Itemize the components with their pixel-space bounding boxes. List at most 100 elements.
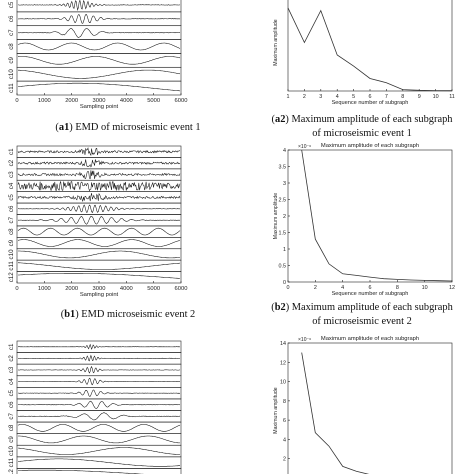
waveform-c1-c12 [18,469,144,474]
strip-frame-c1-c11 [16,456,182,469]
xtick-label-a2-5: 5 [352,94,355,100]
channel-label-c1-c10: c10 [8,445,15,456]
waveform-c1-c10 [17,447,180,455]
strip-frame-a1-c10 [16,66,182,82]
xtick-label-a1-6000: 6000 [175,98,188,104]
waveform-a1-c6 [17,14,181,24]
waveform-b1-c3 [17,170,181,180]
ytick-label-c2-2: 2 [283,457,286,463]
channel-label-b1-c12: c12 [8,272,15,283]
plot-frame-a2 [287,0,453,92]
ytick-label-b2-1.5: 1.5 [279,231,287,237]
strip-frame-b1-c9 [16,237,182,250]
xtick-label-a1-0: 0 [15,98,18,104]
xtick-label-a2-10: 10 [433,94,439,100]
waveform-a1-c7 [17,28,181,38]
series-line-a2 [287,7,453,92]
ylabel-b2: Maximum amplitude [273,193,279,240]
ytick-label-c2-8: 8 [283,399,286,405]
channel-label-c1-c3: c3 [8,366,15,373]
xtick-label-a1-5000: 5000 [147,98,160,104]
xtick-label-b2-8: 8 [396,285,399,291]
channel-label-c1-c7: c7 [8,412,15,419]
xtick-label-a2-6: 6 [369,94,372,100]
ylabel-c2: Maximum amplitude [273,387,279,434]
channel-label-b1-c4: c4 [8,182,15,189]
xtick-label-b2-4: 4 [341,285,344,291]
strip-frame-c1-c8 [16,421,182,434]
strip-frame-a1-c11 [16,80,182,96]
ytick-label-b2-4: 4 [283,148,286,154]
waveform-c1-c1 [17,343,181,350]
xtick-label-a2-1: 1 [287,94,290,100]
xtick-label-b1-0: 0 [15,286,18,292]
channel-label-a1-c6: c6 [8,15,15,22]
exponent-b2: ×10⁻⁶ [298,144,311,150]
channel-label-c1-c4: c4 [8,378,15,385]
waveform-c1-c8 [17,424,181,432]
waveform-a1-c11 [18,82,181,92]
xtick-label-b1-3000: 3000 [93,286,106,292]
ylabel-a2: Maximum amplitude [273,19,279,66]
waveform-c1-c7 [17,412,180,421]
waveform-b1-c9 [17,239,181,247]
strip-frame-b1-c4 [16,179,182,192]
xtick-label-b1-5000: 5000 [147,286,160,292]
xtick-label-b1-4000: 4000 [120,286,133,292]
caption-a1: (a1) EMD of microseismic event 1 [55,122,201,133]
waveform-a1-c9 [18,56,181,65]
waveform-c1-c5 [17,389,181,397]
ytick-label-c2-6: 6 [283,418,286,424]
xtick-label-a2-9: 9 [418,94,421,100]
xtick-label-b1-2000: 2000 [65,286,78,292]
plot-frame-c2 [287,342,453,474]
channel-label-c1-c9: c9 [8,436,15,443]
waveform-c1-c2 [17,354,181,362]
caption-b1: (b1) EMD microseismic event 2 [60,309,196,320]
waveform-a1-c10 [18,69,181,79]
waveform-b1-c5 [17,192,181,203]
strip-frame-b1-c8 [16,225,182,238]
strip-frame-c1-c10 [16,444,182,458]
ytick-label-c2-4: 4 [283,437,286,443]
ytick-label-b2-0: 0 [283,280,286,286]
waveform-b1-c1 [17,147,181,157]
channel-label-b1-c1: c1 [8,148,15,155]
xtick-label-b1-1000: 1000 [38,286,51,292]
plot-frame-b2 [287,149,453,283]
xtick-label-a2-2: 2 [303,94,306,100]
xtick-label-a1-2000: 2000 [65,98,78,104]
channel-label-b1-c5: c5 [8,194,15,201]
waveform-b1-c7 [18,216,181,225]
waveform-b1-c4 [17,181,181,192]
title-c2: Maximum amplitude of each subgraph [321,336,419,342]
channel-label-b1-c6: c6 [8,205,15,212]
xtick-label-a2-11: 11 [449,94,455,100]
waveform-a1-c8 [17,42,181,51]
xtick-label-a1-4000: 4000 [120,98,133,104]
ytick-label-c2-10: 10 [280,380,286,386]
series-line-c2 [301,352,370,474]
title-b2: Maximum amplitude of each subgraph [321,143,419,149]
ytick-label-c2-12: 12 [280,360,286,366]
ytick-label-b2-2: 2 [283,214,286,220]
strip-frame-b1-c11 [16,259,182,272]
channel-label-c1-c2: c2 [8,355,15,362]
ytick-label-b2-3: 3 [283,181,286,187]
channel-label-c1-c11: c11 [8,457,15,467]
channel-label-b1-c11: c11 [8,261,15,271]
channel-label-c1-c1: c1 [8,343,15,350]
xtick-label-b2-2: 2 [314,285,317,291]
xtick-label-a2-4: 4 [336,94,339,100]
ytick-label-b2-1: 1 [283,247,286,253]
channel-label-b1-c10: c10 [8,249,15,260]
ytick-label-b2-3.5: 3.5 [279,165,287,171]
waveform-b1-c2 [17,159,181,168]
xlabel-b1: Sampling point [80,292,119,298]
xtick-label-b2-6: 6 [369,285,372,291]
waveform-a1-c5 [18,0,181,11]
caption-b2: (b2) Maximum amplitude of each subgraph … [271,302,453,327]
channel-label-c1-c5: c5 [8,389,15,396]
strip-frame-c1-c12 [16,468,182,474]
